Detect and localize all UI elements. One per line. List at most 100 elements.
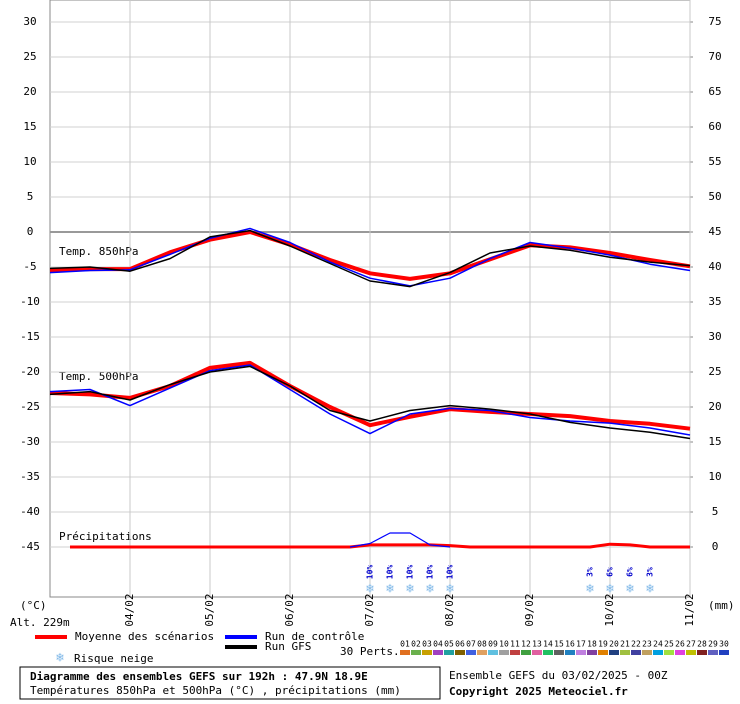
y2-tick-label: 55 bbox=[708, 155, 721, 168]
pert-label: 01 bbox=[400, 640, 410, 649]
pert-label: 18 bbox=[587, 640, 597, 649]
annotation: Précipitations bbox=[59, 530, 152, 543]
pert-swatch bbox=[653, 650, 663, 655]
y2-tick-label: 5 bbox=[712, 505, 719, 518]
snow-icon: ❄ bbox=[585, 582, 594, 597]
series-line bbox=[49, 229, 691, 288]
legend-label: Run GFS bbox=[265, 640, 311, 653]
pert-swatch bbox=[444, 650, 454, 655]
pert-swatch bbox=[719, 650, 729, 655]
y2-tick-label: 15 bbox=[708, 435, 721, 448]
snow-icon: ❄ bbox=[605, 582, 614, 597]
pert-swatch bbox=[664, 650, 674, 655]
pert-label: 14 bbox=[543, 640, 553, 649]
y-tick-label: 15 bbox=[23, 120, 36, 133]
pert-label: 27 bbox=[686, 640, 696, 649]
pert-label: 21 bbox=[620, 640, 630, 649]
snow-icon: ❄ bbox=[405, 582, 414, 597]
series-line bbox=[70, 542, 690, 549]
pert-swatch bbox=[565, 650, 575, 655]
y2-tick-label: 75 bbox=[708, 15, 721, 28]
y2-tick-label: 45 bbox=[708, 225, 721, 238]
pert-swatch bbox=[620, 650, 630, 655]
pert-swatch bbox=[510, 650, 520, 655]
snow-icon: ❄ bbox=[645, 582, 654, 597]
pert-swatch bbox=[609, 650, 619, 655]
y-tick-label: -5 bbox=[23, 260, 36, 273]
x-tick-label: 10/02 bbox=[603, 593, 616, 626]
pert-label: 26 bbox=[675, 640, 685, 649]
x-tick-label: 04/02 bbox=[123, 593, 136, 626]
y-tick-label: 25 bbox=[23, 50, 36, 63]
snow-icon: ❄ bbox=[445, 582, 454, 597]
snow-label: 10% bbox=[386, 565, 395, 580]
y-tick-label: -30 bbox=[20, 435, 40, 448]
pert-swatch bbox=[631, 650, 641, 655]
y-tick-label: -35 bbox=[20, 470, 40, 483]
x-tick-label: 07/02 bbox=[363, 593, 376, 626]
series-line bbox=[49, 227, 691, 287]
pert-label: 30 bbox=[719, 640, 729, 649]
pert-swatch bbox=[587, 650, 597, 655]
y2-tick-label: 20 bbox=[708, 400, 721, 413]
pert-swatch bbox=[708, 650, 718, 655]
y2-tick-label: 30 bbox=[708, 330, 721, 343]
pert-label: 19 bbox=[598, 640, 608, 649]
x-tick-label: 08/02 bbox=[443, 593, 456, 626]
y-tick-label: -15 bbox=[20, 330, 40, 343]
snow-icon: ❄ bbox=[365, 582, 374, 597]
pert-label: 10 bbox=[499, 640, 509, 649]
legend-label: Risque neige bbox=[74, 652, 153, 665]
legend-snow-icon: ❄ bbox=[55, 651, 64, 666]
pert-swatch bbox=[521, 650, 531, 655]
pert-swatch bbox=[554, 650, 564, 655]
pert-label: 09 bbox=[488, 640, 498, 649]
pert-swatch bbox=[499, 650, 509, 655]
y2-tick-label: 65 bbox=[708, 85, 721, 98]
y2-tick-label: 40 bbox=[708, 260, 721, 273]
pert-label: 11 bbox=[510, 640, 520, 649]
pert-label: 02 bbox=[411, 640, 421, 649]
pert-swatch bbox=[466, 650, 476, 655]
pert-label: 15 bbox=[554, 640, 564, 649]
pert-swatch bbox=[675, 650, 685, 655]
y-tick-label: -20 bbox=[20, 365, 40, 378]
y2-tick-label: 0 bbox=[712, 540, 719, 553]
pert-label: 08 bbox=[477, 640, 487, 649]
y-tick-label: -45 bbox=[20, 540, 40, 553]
pert-label: 24 bbox=[653, 640, 663, 649]
x-tick-label: 05/02 bbox=[203, 593, 216, 626]
snow-label: 10% bbox=[446, 565, 455, 580]
pert-label: 05 bbox=[444, 640, 454, 649]
snow-label: 6% bbox=[626, 567, 635, 577]
pert-swatch bbox=[598, 650, 608, 655]
y-tick-label: 0 bbox=[27, 225, 34, 238]
altitude: Alt. 229m bbox=[10, 616, 70, 629]
legend-label: Moyenne des scénarios bbox=[75, 630, 214, 643]
y-tick-label: -10 bbox=[20, 295, 40, 308]
copyright: Copyright 2025 Meteociel.fr bbox=[449, 685, 628, 698]
pert-label: 23 bbox=[642, 640, 652, 649]
y-tick-label: -40 bbox=[20, 505, 40, 518]
snow-label: 6% bbox=[606, 567, 615, 577]
pert-label: 25 bbox=[664, 640, 674, 649]
y2-tick-label: 35 bbox=[708, 295, 721, 308]
snow-label: 3% bbox=[646, 567, 655, 577]
snow-label: 10% bbox=[366, 565, 375, 580]
series-line bbox=[349, 532, 451, 548]
snow-label: 10% bbox=[406, 565, 415, 580]
x-tick-label: 09/02 bbox=[523, 593, 536, 626]
y-tick-label: 20 bbox=[23, 85, 36, 98]
footer-title: Diagramme des ensembles GEFS sur 192h : … bbox=[30, 670, 368, 683]
pert-swatch bbox=[576, 650, 586, 655]
footer-box bbox=[19, 666, 441, 700]
series-line bbox=[49, 365, 691, 440]
pert-swatch bbox=[411, 650, 421, 655]
pert-label: 03 bbox=[422, 640, 432, 649]
pert-swatch bbox=[422, 650, 432, 655]
y-tick-label: 5 bbox=[27, 190, 34, 203]
pert-label: 17 bbox=[576, 640, 586, 649]
pert-label: 04 bbox=[433, 640, 443, 649]
perts-label: 30 Perts. bbox=[340, 645, 400, 658]
